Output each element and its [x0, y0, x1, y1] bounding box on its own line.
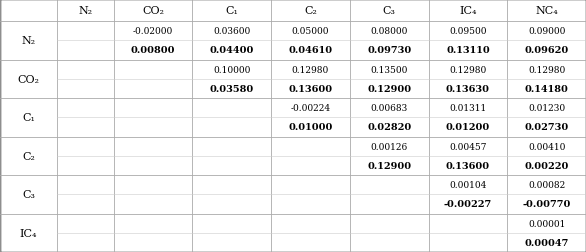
Text: 0.01311: 0.01311 — [449, 104, 486, 113]
Text: 0.01230: 0.01230 — [528, 104, 565, 113]
Text: C₁: C₁ — [226, 6, 239, 16]
Text: 0.09500: 0.09500 — [449, 27, 487, 36]
Text: 0.12980: 0.12980 — [449, 65, 486, 74]
Text: 0.13630: 0.13630 — [446, 84, 490, 93]
Text: 0.12980: 0.12980 — [292, 65, 329, 74]
Text: IC₄: IC₄ — [20, 228, 37, 238]
Text: 0.10000: 0.10000 — [213, 65, 250, 74]
Text: 0.02820: 0.02820 — [367, 123, 411, 132]
Text: 0.09730: 0.09730 — [367, 46, 411, 55]
Text: 0.00220: 0.00220 — [524, 161, 569, 170]
Text: 0.01000: 0.01000 — [288, 123, 333, 132]
Text: C₃: C₃ — [383, 6, 396, 16]
Text: -0.00227: -0.00227 — [444, 200, 492, 209]
Text: N₂: N₂ — [21, 36, 36, 46]
Text: NC₄: NC₄ — [535, 6, 558, 16]
Text: CO₂: CO₂ — [18, 74, 39, 84]
Text: 0.13600: 0.13600 — [288, 84, 333, 93]
Text: 0.00457: 0.00457 — [449, 142, 487, 151]
Text: C₂: C₂ — [22, 151, 35, 161]
Text: C₂: C₂ — [304, 6, 317, 16]
Text: IC₄: IC₄ — [459, 6, 476, 16]
Text: N₂: N₂ — [78, 6, 93, 16]
Text: 0.02730: 0.02730 — [524, 123, 569, 132]
Text: 0.09620: 0.09620 — [524, 46, 569, 55]
Text: 0.12900: 0.12900 — [367, 161, 411, 170]
Text: 0.00082: 0.00082 — [528, 180, 565, 189]
Text: 0.03580: 0.03580 — [210, 84, 254, 93]
Text: 0.13600: 0.13600 — [446, 161, 490, 170]
Text: 0.13110: 0.13110 — [446, 46, 490, 55]
Text: -0.02000: -0.02000 — [133, 27, 173, 36]
Text: 0.00126: 0.00126 — [370, 142, 408, 151]
Text: 0.00683: 0.00683 — [370, 104, 408, 113]
Text: 0.04400: 0.04400 — [210, 46, 254, 55]
Text: 0.00047: 0.00047 — [524, 238, 569, 247]
Text: 0.00800: 0.00800 — [131, 46, 175, 55]
Text: -0.00224: -0.00224 — [291, 104, 331, 113]
Text: 0.00001: 0.00001 — [528, 219, 565, 228]
Text: C₁: C₁ — [22, 113, 35, 123]
Text: C₃: C₃ — [22, 190, 35, 200]
Text: 0.08000: 0.08000 — [370, 27, 408, 36]
Text: 0.01200: 0.01200 — [446, 123, 490, 132]
Text: 0.04610: 0.04610 — [288, 46, 333, 55]
Text: 0.12900: 0.12900 — [367, 84, 411, 93]
Text: 0.14180: 0.14180 — [524, 84, 568, 93]
Text: 0.12980: 0.12980 — [528, 65, 565, 74]
Text: 0.03600: 0.03600 — [213, 27, 250, 36]
Text: 0.09000: 0.09000 — [528, 27, 565, 36]
Text: -0.00770: -0.00770 — [523, 200, 571, 209]
Text: 0.00104: 0.00104 — [449, 180, 486, 189]
Text: CO₂: CO₂ — [142, 6, 164, 16]
Text: 0.13500: 0.13500 — [370, 65, 408, 74]
Text: 0.05000: 0.05000 — [292, 27, 329, 36]
Text: 0.00410: 0.00410 — [528, 142, 565, 151]
